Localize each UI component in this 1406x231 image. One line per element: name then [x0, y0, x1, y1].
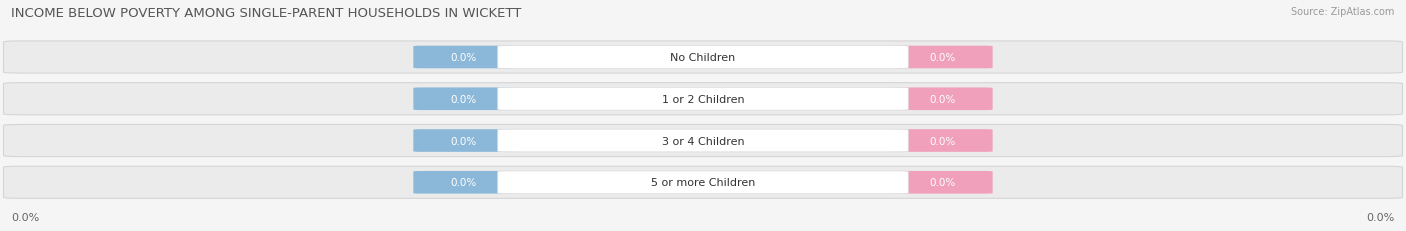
FancyBboxPatch shape [891, 88, 993, 111]
FancyBboxPatch shape [3, 167, 1403, 198]
Text: 5 or more Children: 5 or more Children [651, 177, 755, 188]
FancyBboxPatch shape [413, 88, 515, 111]
Text: No Children: No Children [671, 53, 735, 63]
Text: INCOME BELOW POVERTY AMONG SINGLE-PARENT HOUSEHOLDS IN WICKETT: INCOME BELOW POVERTY AMONG SINGLE-PARENT… [11, 7, 522, 20]
FancyBboxPatch shape [3, 42, 1403, 74]
FancyBboxPatch shape [498, 130, 908, 152]
Text: 0.0%: 0.0% [929, 136, 955, 146]
Text: 0.0%: 0.0% [929, 177, 955, 188]
FancyBboxPatch shape [3, 83, 1403, 115]
FancyBboxPatch shape [3, 125, 1403, 157]
FancyBboxPatch shape [498, 46, 908, 69]
Text: 3 or 4 Children: 3 or 4 Children [662, 136, 744, 146]
Text: 0.0%: 0.0% [929, 94, 955, 104]
Text: 0.0%: 0.0% [11, 212, 39, 222]
FancyBboxPatch shape [413, 130, 515, 152]
FancyBboxPatch shape [891, 171, 993, 194]
Text: Source: ZipAtlas.com: Source: ZipAtlas.com [1291, 7, 1395, 17]
FancyBboxPatch shape [498, 171, 908, 194]
FancyBboxPatch shape [413, 171, 515, 194]
Text: 0.0%: 0.0% [1367, 212, 1395, 222]
Text: 0.0%: 0.0% [451, 53, 477, 63]
Text: 0.0%: 0.0% [451, 94, 477, 104]
Text: 0.0%: 0.0% [929, 53, 955, 63]
FancyBboxPatch shape [891, 46, 993, 69]
FancyBboxPatch shape [891, 130, 993, 152]
Text: 0.0%: 0.0% [451, 177, 477, 188]
Text: 1 or 2 Children: 1 or 2 Children [662, 94, 744, 104]
FancyBboxPatch shape [413, 46, 515, 69]
Text: 0.0%: 0.0% [451, 136, 477, 146]
FancyBboxPatch shape [498, 88, 908, 111]
